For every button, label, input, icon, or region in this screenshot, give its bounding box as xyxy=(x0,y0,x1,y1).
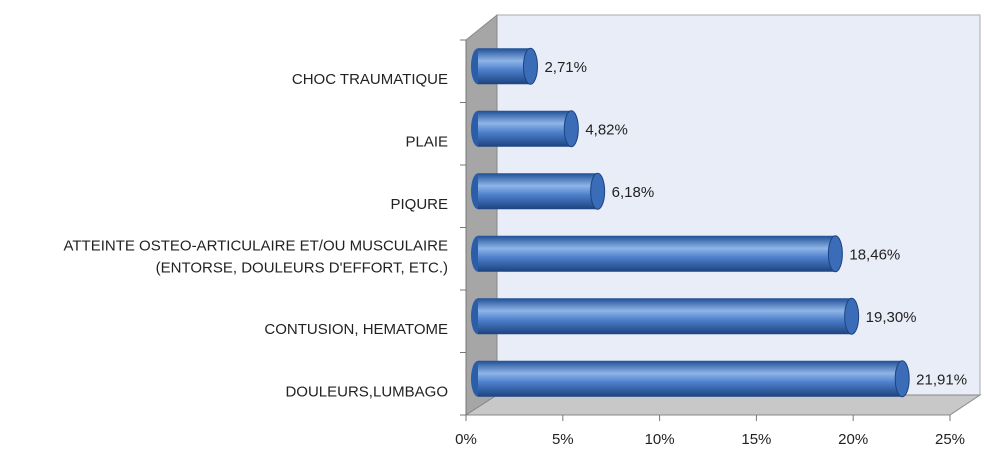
bar xyxy=(471,110,579,148)
floor xyxy=(464,394,982,416)
bar-cap xyxy=(590,172,606,210)
y-tick-label: DOULEURS,LUMBAGO xyxy=(285,384,448,401)
bar-body xyxy=(478,298,852,335)
value-label: 2,71% xyxy=(544,59,587,76)
x-tick-label: 25% xyxy=(935,431,965,448)
value-label: 19,30% xyxy=(866,309,917,326)
bar-cap xyxy=(894,360,910,398)
bar-cap xyxy=(827,235,843,273)
bar-body xyxy=(478,110,572,147)
bar xyxy=(471,360,910,398)
bar-cap xyxy=(563,110,579,148)
y-tick-label: ATTEINTE OSTEO-ARTICULAIRE ET/OU MUSCULA… xyxy=(64,238,449,255)
y-tick-label: PIQURE xyxy=(390,196,448,213)
y-tick-label: (ENTORSE, DOULEURS D'EFFORT, ETC.) xyxy=(156,260,448,277)
value-label: 21,91% xyxy=(916,372,967,389)
value-label: 18,46% xyxy=(849,247,900,264)
bar-body xyxy=(478,235,836,272)
bar xyxy=(471,172,606,210)
bar-cap xyxy=(844,297,860,335)
x-tick-label: 5% xyxy=(552,431,574,448)
x-tick-label: 15% xyxy=(741,431,771,448)
y-tick-label: PLAIE xyxy=(405,134,448,151)
bar xyxy=(471,235,843,273)
x-tick-label: 0% xyxy=(455,431,477,448)
y-tick-label: CONTUSION, HEMATOME xyxy=(264,321,448,338)
y-tick-label: CHOC TRAUMATIQUE xyxy=(292,71,448,88)
value-label: 6,18% xyxy=(612,184,655,201)
bar xyxy=(471,47,538,85)
value-label: 4,82% xyxy=(585,122,628,139)
bar-cap xyxy=(522,47,538,85)
x-tick-label: 20% xyxy=(838,431,868,448)
x-tick-label: 10% xyxy=(645,431,675,448)
bar-body xyxy=(478,360,903,397)
bar-body xyxy=(478,173,598,210)
bar-body xyxy=(478,48,531,85)
bar xyxy=(471,297,860,335)
